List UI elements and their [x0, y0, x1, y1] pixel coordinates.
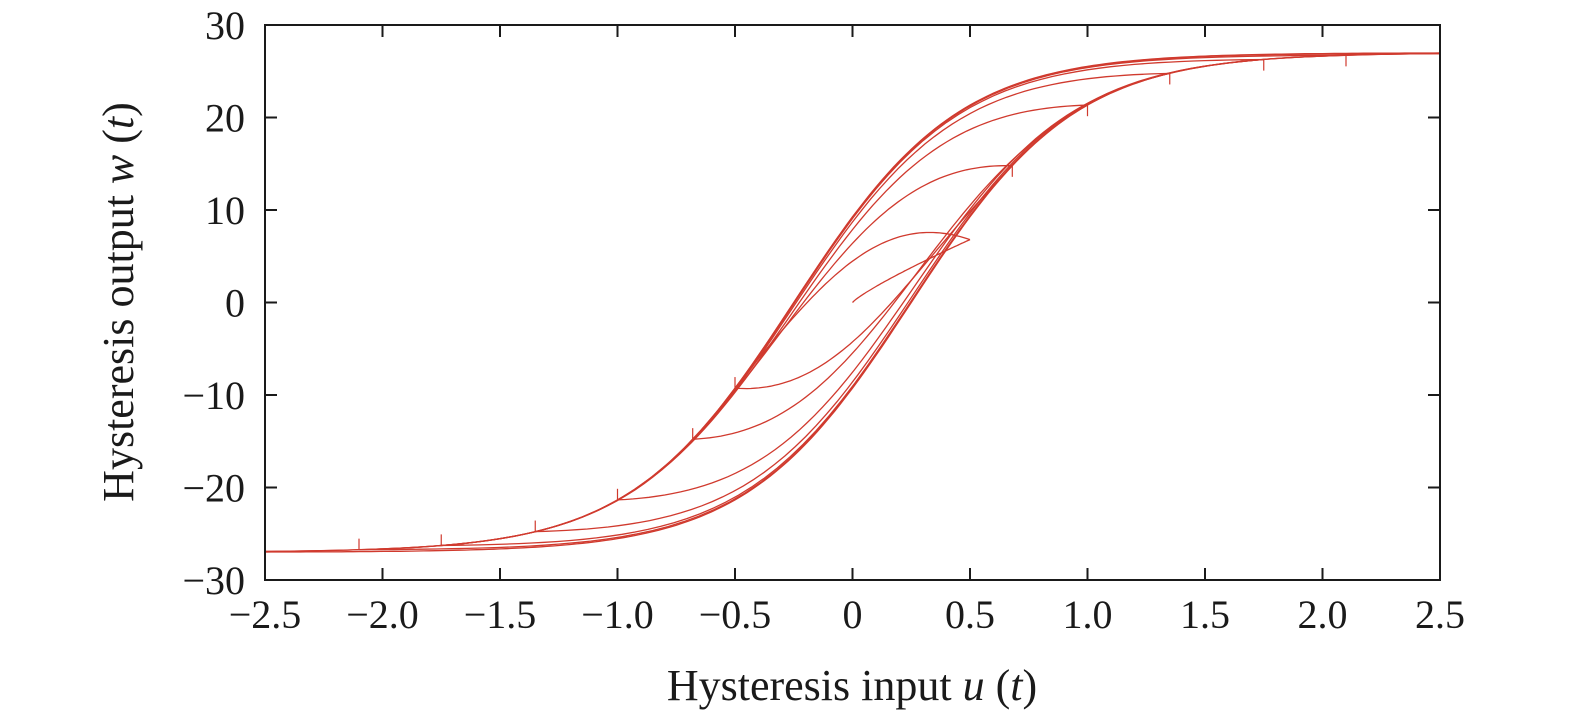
x-tick-label: 1.5	[1180, 592, 1230, 637]
y-tick-label: 10	[205, 188, 245, 233]
x-tick-label: −0.5	[699, 592, 772, 637]
y-tick-label: −10	[182, 373, 245, 418]
x-tick-label: −2.5	[229, 592, 302, 637]
y-tick-label: 30	[205, 3, 245, 48]
x-tick-label: 0.5	[945, 592, 995, 637]
x-tick-label: 0	[843, 592, 863, 637]
x-tick-label: −2.0	[346, 592, 419, 637]
x-tick-labels: −2.5 −2.0 −1.5 −1.0 −0.5 0 0.5 1.0 1.5 2.0 2.5	[229, 592, 1465, 637]
y-tick-labels: −30 −20 −10 0 10 20 30	[182, 3, 245, 603]
y-tick-label: 20	[205, 96, 245, 141]
x-tick-label: 1.0	[1063, 592, 1113, 637]
y-axis-title: Hysteresis output w (t)	[94, 102, 143, 502]
x-axis-title: Hysteresis input u (t)	[667, 661, 1037, 710]
ascending-branch	[692, 104, 1088, 440]
major-ascending-branch	[264, 52, 1440, 553]
y-tick-label: −30	[182, 558, 245, 603]
major-descending-branch	[265, 52, 1441, 553]
ascending-branch	[617, 72, 1170, 501]
y-tick-label: 0	[225, 281, 245, 326]
virgin-curve	[852, 239, 971, 303]
x-tick-label: 2.0	[1298, 592, 1348, 637]
x-tick-label: −1.5	[464, 592, 537, 637]
hysteresis-curves	[264, 52, 1441, 553]
ascending-branch	[359, 52, 1441, 551]
ascending-branch	[734, 165, 1013, 390]
x-tick-label: −1.0	[581, 592, 654, 637]
axis-ticks	[264, 24, 1441, 581]
y-tick-label: −20	[182, 466, 245, 511]
x-tick-label: 2.5	[1415, 592, 1465, 637]
